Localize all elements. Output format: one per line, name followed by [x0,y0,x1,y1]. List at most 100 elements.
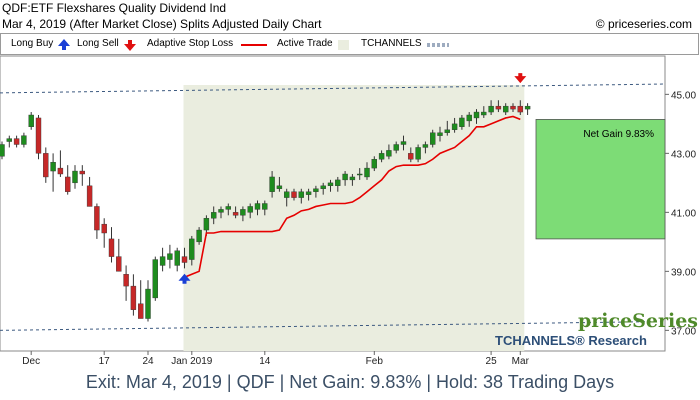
active-trade-swatch-icon [338,40,349,50]
x-tick-label: Jan 2019 [171,356,213,367]
candle-body [13,138,20,145]
candle [517,100,523,115]
x-tick-label: 17 [99,356,111,367]
candle [495,100,502,113]
candle-body [284,191,290,198]
candle [276,176,283,192]
candle-body [254,203,261,210]
candle-body [181,256,188,263]
candle [181,247,188,269]
x-tick-label: Mar [512,356,530,367]
candle-body [313,188,319,192]
candle [72,165,78,189]
candle-body [488,105,494,113]
long-sell-arrow-icon [514,73,527,84]
candle [189,235,195,266]
candle-body [430,132,436,145]
candle [196,227,202,245]
legend-long-buy-label: Long Buy [11,38,54,49]
candle [430,129,436,148]
candle [116,238,122,272]
candle-body [262,203,268,210]
candle [137,280,144,319]
candle-body [79,170,86,175]
tchannels-research-logo: TCHANNELS® Research [495,333,647,348]
price-chart: 45.00 43.00 41.00 39.00 37.00 Dec 17 24 Jan 2019… [0,55,696,367]
candle-body [152,259,159,299]
candle [0,141,5,160]
candle-body [422,144,429,148]
blue-up-arrow-icon [58,39,70,50]
candle [232,206,239,219]
candle [386,144,392,160]
candle [79,165,86,186]
candle [101,218,107,248]
candle [451,117,458,133]
candle [50,153,56,192]
candle-body [335,179,341,186]
adaptive-stop-loss-line [184,115,521,278]
candle-body [305,191,312,195]
dashed-line-icon [427,43,449,47]
candle-body [28,114,34,128]
candle-body [210,212,217,219]
candle [320,182,326,195]
chart-title: QDF:ETF Flexshares Quality Dividend Ind [2,1,227,15]
x-tick-label: 25 [486,356,498,367]
candle-body [159,256,166,266]
candle-body [495,105,502,110]
candle-body [364,167,370,178]
candle [6,135,13,148]
x-tick-label: Feb [366,356,384,367]
candle-body [357,173,363,176]
candle [335,176,341,192]
candle-body [116,256,122,272]
candle [240,206,246,222]
candle-body [378,153,385,160]
candle-body [225,206,232,210]
legend-active-trade-label: Active Trade [277,38,333,49]
candle-body [510,105,516,110]
candle [524,103,531,115]
red-down-arrow-icon [124,40,136,51]
candle [349,174,356,186]
candle-body [503,105,509,113]
candle [393,141,399,154]
candle-body [240,209,246,216]
net-gain-label: Net Gain 9.83% [583,129,654,140]
tchannel-line [0,83,666,94]
candle-body [6,138,13,142]
candle-body [386,150,392,157]
candle-body [269,176,275,192]
candle [510,103,516,113]
candle-body [291,191,297,198]
active-trade-region [183,85,525,351]
candle-body [232,212,239,216]
candle [108,227,115,263]
long-buy-arrow-icon [178,273,191,284]
candle [152,256,159,301]
candle [57,150,64,177]
candle [262,200,268,216]
candle [378,150,385,163]
legend-long-sell-label: Long Sell [77,38,119,49]
candle-body [473,111,480,119]
candle-body [459,117,465,127]
x-tick-label: 24 [142,356,154,367]
priceseries-logo: priceSeries [578,310,698,332]
candle [305,188,312,201]
candle-body [451,123,458,130]
candle-body [276,185,283,189]
y-tick-label: 37.00 [671,326,696,337]
candle-body [349,176,356,181]
candle [130,274,137,316]
candle-body [415,147,421,160]
candle-body [57,167,64,175]
candle [444,120,450,136]
candle-body [342,173,348,181]
candle [159,247,166,272]
candle [298,188,304,204]
candle-body [517,105,523,113]
legend: Long Buy Long Sell Adaptive Stop Loss Ac… [0,33,699,55]
candle-body [21,135,27,145]
